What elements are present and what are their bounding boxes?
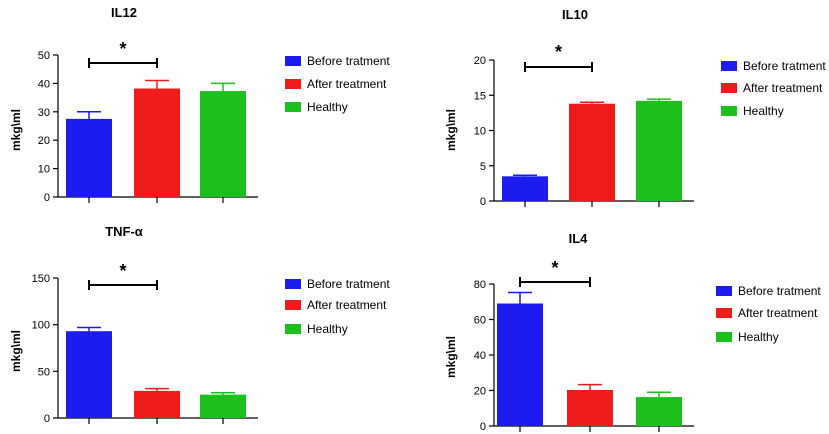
y-axis-label: mkg\ml bbox=[444, 336, 458, 378]
bar-2 bbox=[569, 103, 615, 201]
legend-swatch-1 bbox=[285, 279, 301, 289]
y-tick-label: 20 bbox=[474, 386, 486, 398]
y-tick-label: 0 bbox=[480, 421, 486, 433]
y-tick-label: 40 bbox=[474, 350, 486, 362]
legend-label-3: Healthy bbox=[307, 322, 348, 336]
bar-3 bbox=[200, 91, 246, 197]
legend-label-1: Before tratment bbox=[743, 59, 826, 73]
y-tick-label: 50 bbox=[38, 50, 50, 62]
y-tick-label: 40 bbox=[38, 78, 50, 90]
legend-swatch-2 bbox=[716, 308, 732, 318]
y-tick-label: 0 bbox=[44, 192, 50, 204]
y-tick-label: 10 bbox=[38, 164, 50, 176]
y-axis-label: mkg\ml bbox=[9, 330, 23, 372]
legend-label-3: Healthy bbox=[743, 104, 784, 118]
y-tick-label: 10 bbox=[474, 126, 486, 138]
legend-label-2: After treatment bbox=[307, 298, 387, 312]
y-tick-label: 50 bbox=[38, 366, 50, 378]
bar-1 bbox=[66, 331, 112, 418]
legend-label-3: Healthy bbox=[307, 100, 348, 114]
legend-swatch-1 bbox=[285, 56, 301, 66]
legend-swatch-3 bbox=[285, 102, 301, 112]
y-tick-label: 60 bbox=[474, 315, 486, 327]
y-tick-label: 100 bbox=[32, 320, 50, 332]
legend-label-2: After treatment bbox=[743, 81, 823, 95]
y-axis-label: mkg\ml bbox=[9, 109, 23, 151]
bar-3 bbox=[200, 394, 246, 418]
bar-2 bbox=[567, 389, 613, 426]
chart-panel-4: IL4 mkg\ml 0 20 40 60 80 * Before tratment After … bbox=[444, 231, 821, 433]
legend-swatch-2 bbox=[721, 83, 737, 93]
legend-swatch-2 bbox=[285, 79, 301, 89]
y-tick-label: 20 bbox=[474, 55, 486, 67]
legend-swatch-1 bbox=[716, 286, 732, 296]
y-tick-label: 80 bbox=[474, 279, 486, 291]
bar-1 bbox=[497, 303, 543, 426]
chart-panel-3: TNF-α mkg\ml 0 50 100 150 * Before tratment Afte… bbox=[9, 224, 390, 425]
significance-star: * bbox=[119, 39, 126, 59]
legend-swatch-3 bbox=[716, 332, 732, 342]
legend-swatch-3 bbox=[721, 106, 737, 116]
chart-panel-1: IL12 mkg\ml 0 10 20 30 40 50 * Before tratment Aft… bbox=[9, 5, 390, 204]
significance-star: * bbox=[551, 258, 558, 278]
legend-label-3: Healthy bbox=[738, 330, 779, 344]
chart-title: IL10 bbox=[562, 7, 588, 22]
bar-1 bbox=[502, 176, 548, 201]
bar-2 bbox=[134, 390, 180, 418]
legend-label-2: After treatment bbox=[738, 306, 818, 320]
y-axis-label: mkg\ml bbox=[444, 109, 458, 151]
y-tick-label: 30 bbox=[38, 107, 50, 119]
legend-swatch-2 bbox=[285, 300, 301, 310]
legend-label-1: Before tratment bbox=[738, 284, 821, 298]
bar-2 bbox=[134, 88, 180, 197]
bar-3 bbox=[636, 397, 682, 426]
y-tick-label: 15 bbox=[474, 90, 486, 102]
legend-swatch-3 bbox=[285, 324, 301, 334]
legend-label-1: Before tratment bbox=[307, 277, 390, 291]
legend-label-2: After treatment bbox=[307, 77, 387, 91]
chart-title: IL4 bbox=[569, 231, 589, 246]
bar-3 bbox=[636, 100, 682, 201]
y-tick-label: 5 bbox=[480, 161, 486, 173]
y-tick-label: 150 bbox=[32, 273, 50, 285]
y-tick-label: 0 bbox=[480, 196, 486, 208]
legend-swatch-1 bbox=[721, 61, 737, 71]
y-tick-label: 0 bbox=[44, 413, 50, 425]
chart-title: IL12 bbox=[111, 5, 137, 20]
significance-star: * bbox=[119, 261, 126, 281]
legend-label-1: Before tratment bbox=[307, 54, 390, 68]
bar-1 bbox=[66, 118, 112, 197]
chart-panel-2: IL10 mkg\ml 0 5 10 15 20 * Before tratment After … bbox=[444, 7, 826, 208]
significance-star: * bbox=[555, 42, 562, 62]
chart-title: TNF-α bbox=[105, 224, 143, 239]
y-tick-label: 20 bbox=[38, 135, 50, 147]
